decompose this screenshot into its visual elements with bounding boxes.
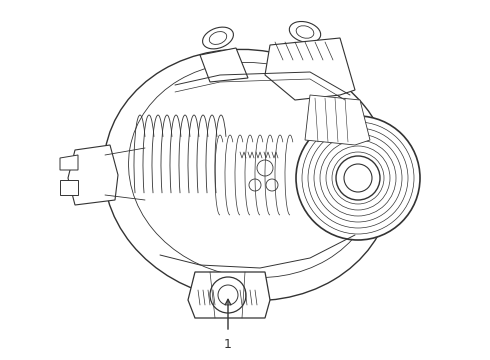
Polygon shape — [200, 48, 248, 82]
Text: 1: 1 — [224, 338, 232, 351]
Ellipse shape — [296, 116, 420, 240]
Polygon shape — [68, 145, 118, 205]
Ellipse shape — [202, 27, 233, 49]
Ellipse shape — [103, 49, 392, 301]
Polygon shape — [265, 38, 355, 100]
Ellipse shape — [289, 22, 320, 42]
Polygon shape — [188, 272, 270, 318]
Polygon shape — [305, 95, 370, 145]
Polygon shape — [60, 180, 78, 195]
Polygon shape — [60, 155, 78, 170]
